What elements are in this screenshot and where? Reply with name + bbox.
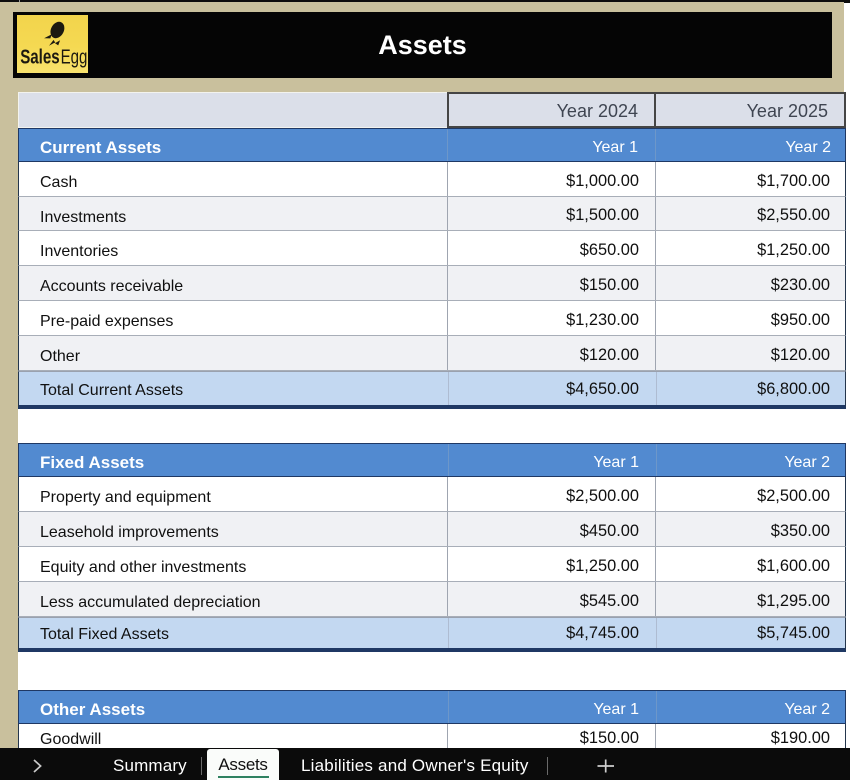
svg-text:Sales: Sales [20,46,60,69]
svg-text:Egg: Egg [61,46,88,69]
